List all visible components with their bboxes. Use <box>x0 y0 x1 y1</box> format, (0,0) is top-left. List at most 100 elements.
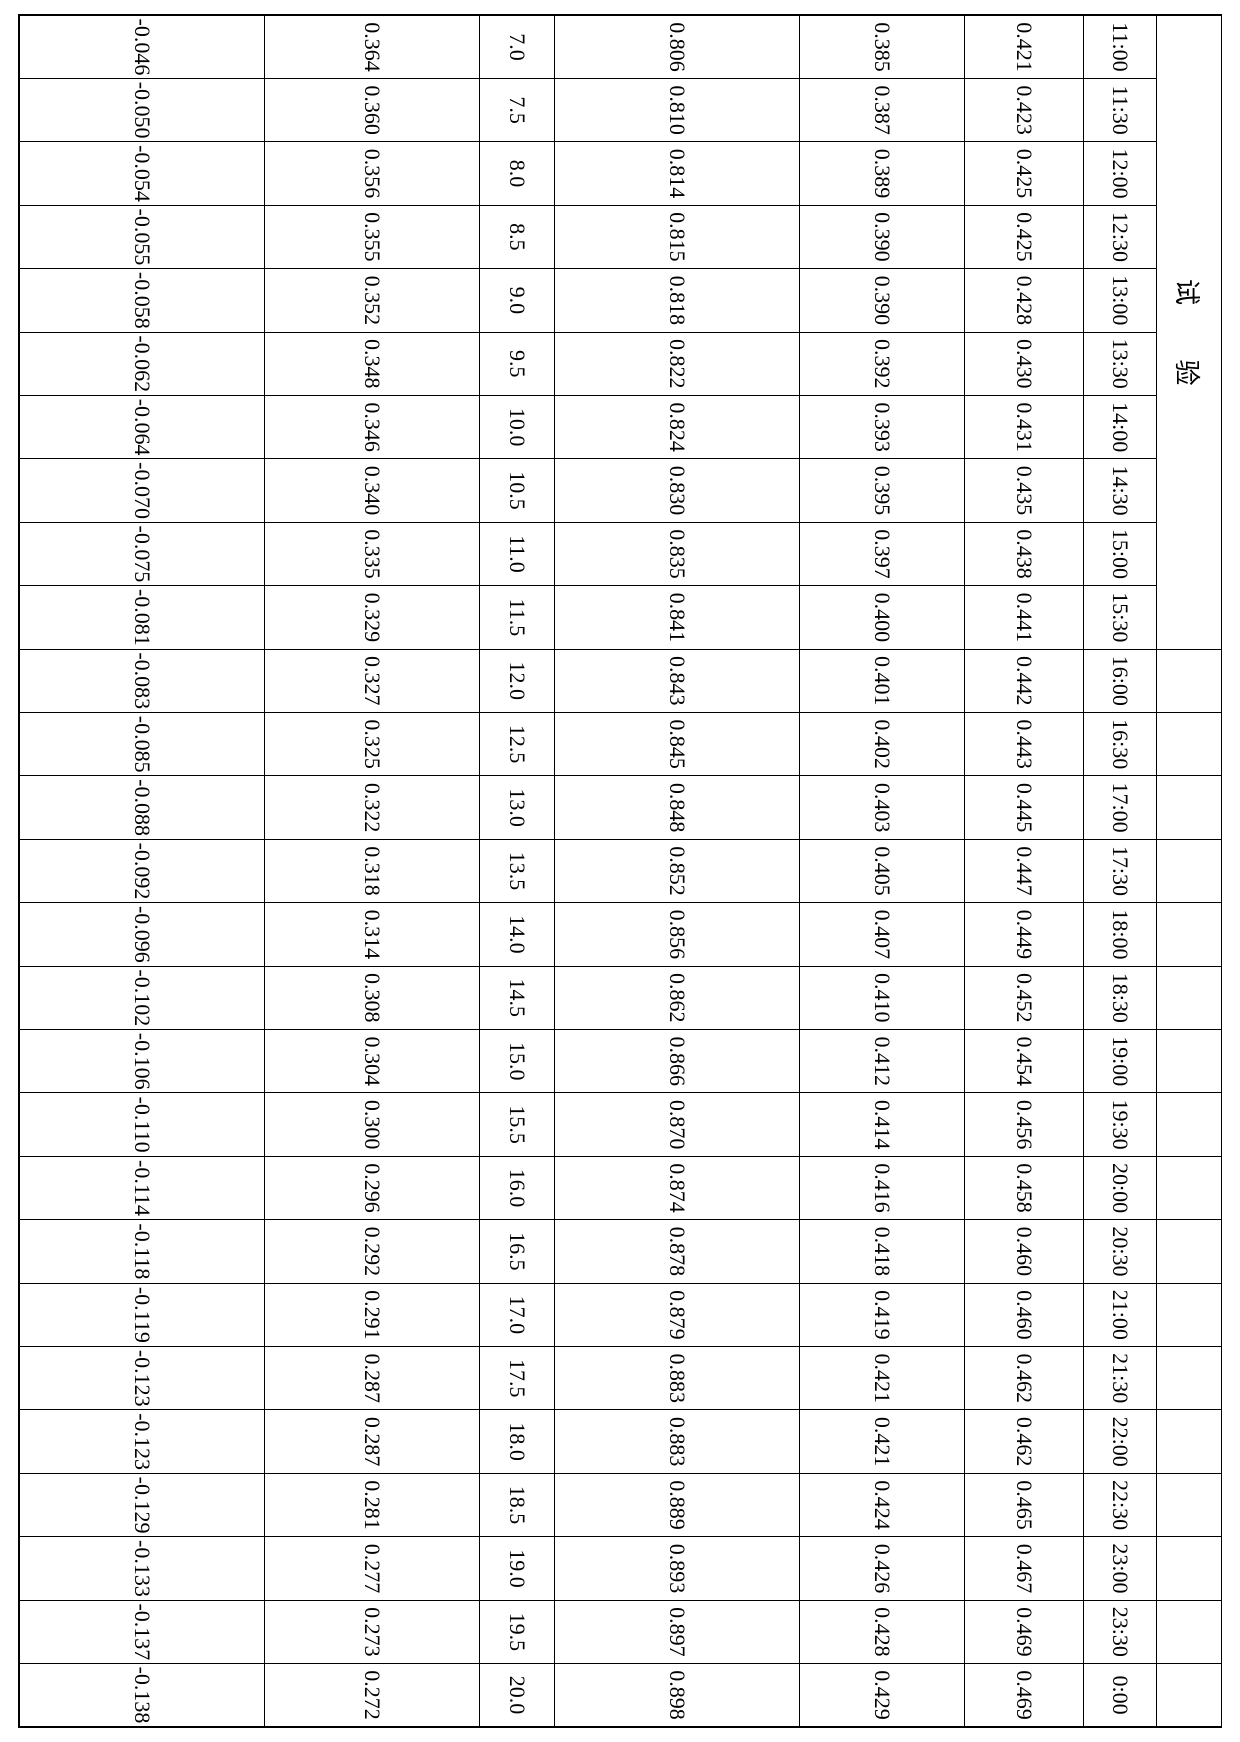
cell-hdr-empty-13 <box>1157 839 1222 902</box>
cell-e-24: 0.277 <box>265 1537 480 1600</box>
cell-b-0: 0.385 <box>800 15 965 78</box>
cell-e-10: 0.327 <box>265 649 480 712</box>
cell-c-1: 0.810 <box>555 78 800 141</box>
cell-e-13: 0.318 <box>265 839 480 902</box>
cell-e-12: 0.322 <box>265 776 480 839</box>
cell-d-13: 13.5 <box>480 839 555 902</box>
cell-a-11: 0.443 <box>965 712 1084 775</box>
cell-a-7: 0.435 <box>965 459 1084 522</box>
cell-b-20: 0.419 <box>800 1283 965 1346</box>
cell-e-20: 0.291 <box>265 1283 480 1346</box>
cell-b-17: 0.414 <box>800 1093 965 1156</box>
cell-time-3: 12:30 <box>1084 205 1157 268</box>
cell-c-11: 0.845 <box>555 712 800 775</box>
cell-f-1: -0.050 <box>19 78 265 141</box>
cell-a-13: 0.447 <box>965 839 1084 902</box>
cell-b-22: 0.421 <box>800 1410 965 1473</box>
cell-c-2: 0.814 <box>555 142 800 205</box>
cell-d-25: 19.5 <box>480 1600 555 1663</box>
cell-a-2: 0.425 <box>965 142 1084 205</box>
cell-time-17: 19:30 <box>1084 1093 1157 1156</box>
cell-time-1: 11:30 <box>1084 78 1157 141</box>
cell-f-16: -0.106 <box>19 1030 265 1093</box>
cell-d-22: 18.0 <box>480 1410 555 1473</box>
cell-hdr-empty-25 <box>1157 1600 1222 1663</box>
cell-f-4: -0.058 <box>19 269 265 332</box>
cell-a-5: 0.430 <box>965 332 1084 395</box>
table-header-row: 试 验 <box>1157 15 1222 1727</box>
cell-d-19: 16.5 <box>480 1220 555 1283</box>
cell-d-11: 12.5 <box>480 712 555 775</box>
cell-f-24: -0.133 <box>19 1537 265 1600</box>
cell-a-8: 0.438 <box>965 522 1084 585</box>
cell-c-23: 0.889 <box>555 1473 800 1536</box>
cell-hdr-empty-19 <box>1157 1220 1222 1283</box>
cell-e-11: 0.325 <box>265 712 480 775</box>
cell-d-20: 17.0 <box>480 1283 555 1346</box>
cell-time-21: 21:30 <box>1084 1347 1157 1410</box>
cell-c-25: 0.897 <box>555 1600 800 1663</box>
cell-c-19: 0.878 <box>555 1220 800 1283</box>
cell-time-22: 22:00 <box>1084 1410 1157 1473</box>
cell-d-14: 14.0 <box>480 903 555 966</box>
table-row-series-b: 0.3850.3870.3890.3900.3900.3920.3930.395… <box>800 15 965 1727</box>
cell-e-16: 0.304 <box>265 1030 480 1093</box>
cell-e-25: 0.273 <box>265 1600 480 1663</box>
cell-hdr-empty-20 <box>1157 1283 1222 1346</box>
cell-f-19: -0.118 <box>19 1220 265 1283</box>
cell-f-26: -0.138 <box>19 1664 265 1727</box>
cell-e-3: 0.355 <box>265 205 480 268</box>
cell-f-9: -0.081 <box>19 586 265 649</box>
cell-b-7: 0.395 <box>800 459 965 522</box>
cell-time-8: 15:00 <box>1084 522 1157 585</box>
cell-d-15: 14.5 <box>480 966 555 1029</box>
cell-time-23: 22:30 <box>1084 1473 1157 1536</box>
cell-e-4: 0.352 <box>265 269 480 332</box>
cell-d-23: 18.5 <box>480 1473 555 1536</box>
cell-f-10: -0.083 <box>19 649 265 712</box>
cell-c-20: 0.879 <box>555 1283 800 1346</box>
cell-d-5: 9.5 <box>480 332 555 395</box>
cell-hdr-empty-17 <box>1157 1093 1222 1156</box>
cell-time-11: 16:30 <box>1084 712 1157 775</box>
cell-c-5: 0.822 <box>555 332 800 395</box>
cell-d-0: 7.0 <box>480 15 555 78</box>
cell-c-17: 0.870 <box>555 1093 800 1156</box>
cell-e-5: 0.348 <box>265 332 480 395</box>
cell-time-20: 21:00 <box>1084 1283 1157 1346</box>
cell-time-0: 11:00 <box>1084 15 1157 78</box>
cell-hdr-empty-18 <box>1157 1156 1222 1219</box>
cell-f-15: -0.102 <box>19 966 265 1029</box>
cell-e-17: 0.300 <box>265 1093 480 1156</box>
cell-hdr-empty-10 <box>1157 649 1222 712</box>
cell-f-0: -0.046 <box>19 15 265 78</box>
cell-c-0: 0.806 <box>555 15 800 78</box>
cell-c-6: 0.824 <box>555 395 800 458</box>
cell-d-10: 12.0 <box>480 649 555 712</box>
cell-hdr-empty-23 <box>1157 1473 1222 1536</box>
cell-d-16: 15.0 <box>480 1030 555 1093</box>
cell-e-6: 0.346 <box>265 395 480 458</box>
cell-time-24: 23:00 <box>1084 1537 1157 1600</box>
cell-time-6: 14:00 <box>1084 395 1157 458</box>
cell-a-0: 0.421 <box>965 15 1084 78</box>
cell-f-5: -0.062 <box>19 332 265 395</box>
cell-e-26: 0.272 <box>265 1664 480 1727</box>
cell-d-24: 19.0 <box>480 1537 555 1600</box>
data-table: 试 验 11:0011:3012:0012:3013:0013:3014:001… <box>18 14 1222 1728</box>
cell-e-18: 0.296 <box>265 1156 480 1219</box>
cell-b-8: 0.397 <box>800 522 965 585</box>
cell-a-15: 0.452 <box>965 966 1084 1029</box>
cell-f-6: -0.064 <box>19 395 265 458</box>
cell-a-25: 0.469 <box>965 1600 1084 1663</box>
cell-f-25: -0.137 <box>19 1600 265 1663</box>
cell-b-16: 0.412 <box>800 1030 965 1093</box>
cell-a-12: 0.445 <box>965 776 1084 839</box>
cell-time-7: 14:30 <box>1084 459 1157 522</box>
cell-a-14: 0.449 <box>965 903 1084 966</box>
cell-d-17: 15.5 <box>480 1093 555 1156</box>
cell-hdr-empty-21 <box>1157 1347 1222 1410</box>
cell-e-1: 0.360 <box>265 78 480 141</box>
cell-a-9: 0.441 <box>965 586 1084 649</box>
cell-d-1: 7.5 <box>480 78 555 141</box>
